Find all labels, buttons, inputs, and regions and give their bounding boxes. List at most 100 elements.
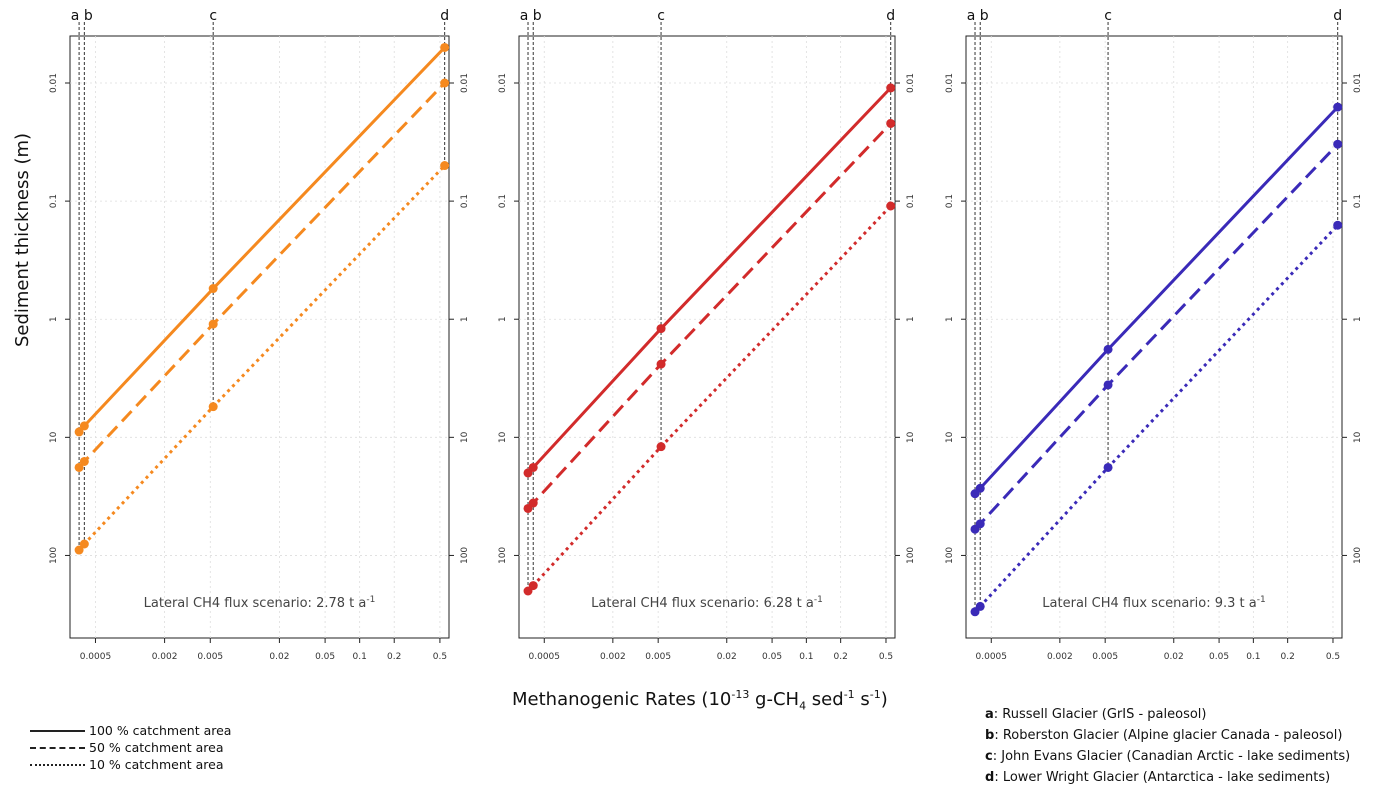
panel1-x-tick-label: 0.2 [387,652,401,662]
figure-canvas: Sediment thickness (m) 0.0005 0.002 0.005 0… [12,8,1363,662]
panel3-y-tick-label-left: 100 [945,547,955,564]
panel2-y-tick-label-right: 1 [906,316,916,322]
site-legend: a: Russell Glacier (GrIS - paleosol) b: … [985,704,1350,788]
legend-dotted-swatch [30,763,85,766]
panel3-scenario-text: Lateral CH4 flux scenario: 9.3 t a [1042,596,1256,611]
panel2-point-dotted-b [528,581,538,591]
panel1-scenario-exponent: -1 [366,595,375,605]
panel1-site-letter-c: c [209,8,217,24]
panel2-scenario-exponent: -1 [814,595,823,605]
panel1-point-dashed-d [440,78,450,88]
panel3-y-tick-label-left: 10 [945,431,955,443]
panel1-y-tick-label-right: 10 [460,431,470,443]
panel1-scenario-text: Lateral CH4 flux scenario: 2.78 t a [144,596,367,611]
panel3-point-dashed-b [975,519,985,529]
panel3-x-tick-label: 0.05 [1209,652,1229,662]
panel1-point-dotted-a [74,545,84,555]
panel1-point-solid-d [440,42,450,52]
panel3-point-solid-c [1103,344,1113,354]
panel3-y-tick-label-right: 0.1 [1353,194,1363,208]
panel1-point-solid-c [208,284,218,294]
panel2-site-letter-c: c [657,8,665,24]
panel2-point-solid-b [528,462,538,472]
x-axis-label-exp1: -13 [731,688,750,701]
panel3-point-dashed-c [1103,380,1113,390]
panel3-point-solid-d [1333,102,1343,112]
x-axis-label-prefix: Methanogenic Rates (10 [512,689,732,710]
legend-dashed-label: 50 % catchment area [89,740,224,755]
panel1-y-tick-label-right: 100 [460,547,470,564]
panel2-x-tick-label: 0.02 [717,652,737,662]
panel2: 0.0005 0.002 0.005 0.02 0.05 0.1 0.2 0.5 0.01 0.0… [498,8,916,662]
panel2-point-dashed-d [886,118,896,128]
panel1-x-tick-label: 0.1 [352,652,366,662]
panel2-y-tick-label-right: 0.01 [906,73,916,93]
panel1-point-dashed-c [208,319,218,329]
panel1-point-dashed-a [74,462,84,472]
panel2-point-solid-d [886,83,896,93]
panel1-y-tick-label-right: 1 [460,316,470,322]
panel1-y-tick-label-left: 1 [49,316,59,322]
panel3-y-tick-label-left: 0.01 [945,73,955,93]
panel2-point-dotted-d [886,201,896,211]
panel3-y-tick-label-right: 0.01 [1353,73,1363,93]
panel1: 0.0005 0.002 0.005 0.02 0.05 0.1 0.2 0.5 0.01 0.0… [49,8,470,662]
panel3-point-dotted-d [1333,220,1343,230]
panel2-scenario-text: Lateral CH4 flux scenario: 6.28 t a [591,596,814,611]
panel2-x-tick-label: 0.05 [762,652,782,662]
site-legend-b: b: Roberston Glacier (Alpine glacier Can… [985,728,1343,743]
site-legend-d: d: Lower Wright Glacier (Antarctica - la… [985,770,1331,785]
panel3-point-dashed-d [1333,139,1343,149]
panel2-site-letter-a: a [520,8,529,24]
site-legend-c: c: John Evans Glacier (Canadian Arctic -… [985,749,1351,764]
panel3-site-letter-c: c [1104,8,1112,24]
panel3-y-tick-label-left: 0.1 [945,194,955,208]
panel2-y-tick-label-right: 10 [906,431,916,443]
panel2-point-dashed-b [528,498,538,508]
panel3-site-letter-a: a [967,8,976,24]
panel1-point-dotted-b [79,539,89,549]
legend-item-dotted: 10 % catchment area [30,756,231,773]
panel1-site-letter-b: b [84,8,93,24]
x-axis-label-exp2: -1 [843,688,855,701]
panel3-x-tick-label: 0.1 [1246,652,1260,662]
panel2-point-dashed-c [656,359,666,369]
legend-solid-swatch [30,729,85,732]
panel1-x-tick-label: 0.0005 [80,652,112,662]
panel2-x-tick-label: 0.1 [799,652,813,662]
panel3-y-tick-label-right: 100 [1353,547,1363,564]
panel2-y-tick-label-left: 0.1 [498,194,508,208]
panel1-point-solid-a [74,427,84,437]
legend-dotted-label: 10 % catchment area [89,757,224,772]
panel2-y-tick-label-left: 0.01 [498,73,508,93]
panel2-point-solid-c [656,324,666,334]
panel3-y-tick-label-right: 1 [1353,316,1363,322]
panel2-y-tick-label-left: 1 [498,316,508,322]
panel2-x-tick-label: 0.005 [645,652,671,662]
panel1-y-tick-label-left: 10 [49,431,59,443]
panel3-point-solid-b [975,483,985,493]
panel1-x-tick-label: 0.05 [315,652,335,662]
panel2-frame [518,35,896,639]
x-axis-label-exp3: -1 [869,688,881,701]
panel1-x-tick-label: 0.005 [197,652,223,662]
panel3-scenario-annotation: Lateral CH4 flux scenario: 9.3 t a-1 [1042,595,1265,611]
panel2-x-tick-label: 0.002 [600,652,626,662]
panel3-x-tick-label: 0.5 [1326,652,1340,662]
panel3-site-letter-d: d [1333,8,1342,24]
panel3-x-tick-label: 0.002 [1047,652,1073,662]
panel3-x-tick-label: 0.2 [1280,652,1294,662]
legend-solid-label: 100 % catchment area [89,723,232,738]
panel1-x-tick-label: 0.002 [152,652,178,662]
line-style-legend: 100 % catchment area 50 % catchment area… [30,722,231,773]
panel1-frame [69,35,450,639]
panel2-point-dotted-c [656,442,666,452]
panel3-point-dotted-c [1103,462,1113,472]
panel1-point-dashed-b [79,456,89,466]
panel1-point-solid-b [79,421,89,431]
panel3-x-tick-label: 0.0005 [976,652,1008,662]
panel3-x-tick-label: 0.005 [1092,652,1118,662]
panel2-y-tick-label-right: 0.1 [906,194,916,208]
panel1-site-letter-d: d [440,8,449,24]
panel1-site-letter-a: a [71,8,80,24]
